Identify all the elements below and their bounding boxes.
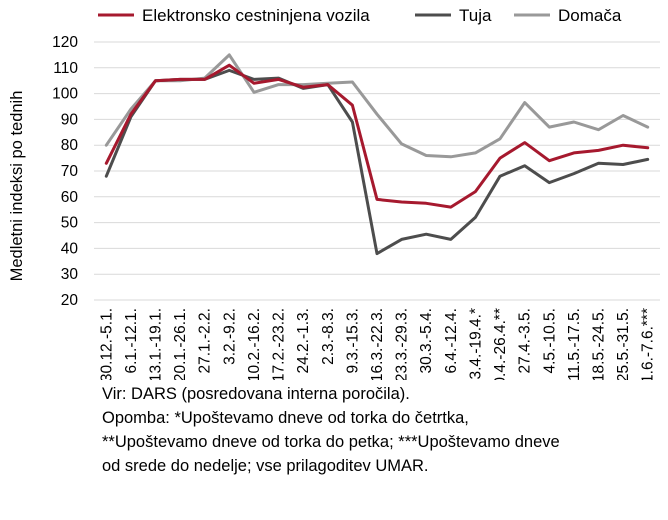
chart-notes: Vir: DARS (posredovana interna poročila)… — [102, 382, 662, 478]
x-tick-label: 27.4.-3.5. — [517, 308, 534, 374]
x-tick-label: 4.5.-10.5. — [541, 308, 558, 374]
y-tick-label: 50 — [61, 215, 79, 232]
x-tick-label: 18.5.-24.5. — [590, 308, 607, 380]
x-tick-label: 3.2.-9.2. — [221, 308, 238, 365]
x-axis-ticks: 30.12.-5.1. 6.1.-12.1. 13.1.-19.1. 20.1.-26… — [98, 308, 656, 380]
y-tick-label: 20 — [61, 292, 79, 309]
legend-label-0: Elektronsko cestninjena vozila — [142, 6, 370, 25]
chart-legend: Elektronsko cestninjena vozila Tuja Domača — [98, 6, 622, 25]
x-tick-label: 6.1.-12.1. — [123, 308, 140, 374]
y-tick-label: 80 — [61, 137, 79, 154]
x-tick-label: 20.4.-26.4.** — [492, 308, 509, 380]
y-axis-title: Medletni indeksi po tednih — [8, 91, 26, 282]
source-note: Vir: DARS (posredovana interna poročila)… — [102, 385, 410, 403]
x-tick-label: 24.2.-1.3. — [295, 308, 312, 374]
y-tick-label: 110 — [53, 60, 78, 77]
x-tick-label: 16.3.-22.3. — [369, 308, 386, 380]
x-tick-label: 9.3.-15.3. — [344, 308, 361, 374]
footnote-line-3: od srede do nedelje; vse prilagoditev UM… — [102, 457, 429, 475]
x-tick-label: 23.3.-29.3. — [394, 308, 411, 380]
x-tick-label: 13.4.-19.4.* — [467, 308, 484, 380]
footnote-line-1: Opomba: *Upoštevamo dneve od torka do če… — [102, 409, 469, 427]
x-tick-label: 2.3.-8.3. — [320, 308, 337, 365]
x-tick-label: 30.3.-5.4. — [418, 308, 435, 374]
y-axis-ticks: 20 30 40 50 60 70 80 90 100 110 120 — [52, 34, 78, 309]
series-line-0 — [104, 63, 650, 209]
footnote-line-2: **Upoštevamo dneve od torka do petka; **… — [102, 433, 560, 451]
x-tick-label: 25.5.-31.5. — [615, 308, 632, 380]
series-line-2 — [104, 53, 650, 159]
series-line-1 — [104, 68, 650, 256]
line-chart: Elektronsko cestninjena vozila Tuja Domača… — [8, 6, 660, 380]
chart-series-lines — [104, 53, 650, 256]
x-tick-label: 10.2.-16.2. — [246, 308, 263, 380]
y-tick-label: 40 — [61, 240, 79, 257]
y-tick-label: 90 — [61, 111, 79, 128]
x-tick-label: 1.6.-7.6.*** — [640, 308, 657, 380]
y-tick-label: 70 — [61, 163, 79, 180]
x-tick-label: 30.12.-5.1. — [98, 308, 115, 380]
x-tick-label: 13.1.-19.1. — [148, 308, 165, 380]
legend-label-1: Tuja — [459, 6, 492, 25]
x-tick-label: 11.5.-17.5. — [566, 308, 583, 380]
legend-label-2: Domača — [558, 6, 622, 25]
x-tick-label: 20.1.-26.1. — [172, 308, 189, 380]
x-tick-label: 17.2.-23.2. — [271, 308, 288, 380]
y-tick-label: 120 — [52, 34, 78, 51]
x-tick-label: 6.4.-12.4. — [443, 308, 460, 374]
y-tick-label: 60 — [61, 189, 79, 206]
y-tick-label: 100 — [52, 86, 78, 103]
y-tick-label: 30 — [61, 266, 79, 283]
x-tick-label: 27.1.-2.2. — [197, 308, 214, 374]
